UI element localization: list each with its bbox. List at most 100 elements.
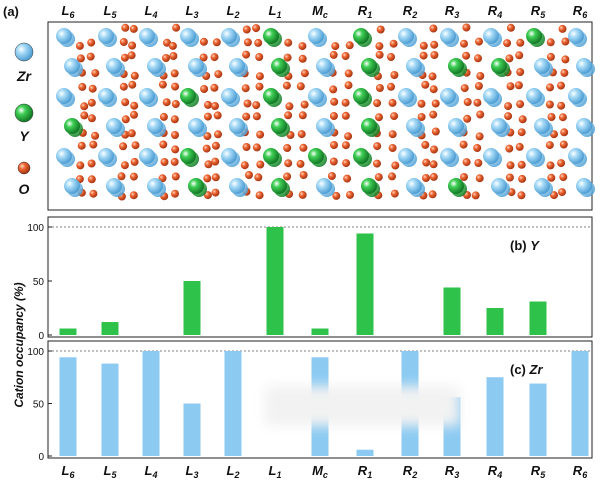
oxygen-atom bbox=[558, 113, 567, 122]
oxygen-atom bbox=[211, 173, 220, 182]
oxygen-atom bbox=[214, 70, 223, 79]
oxygen-atom bbox=[203, 132, 212, 141]
oxygen-atom bbox=[87, 159, 96, 168]
oxygen-atom bbox=[298, 190, 307, 199]
y-tick-label: 50 bbox=[33, 400, 45, 411]
oxygen-atom bbox=[476, 110, 485, 119]
oxygen-atom bbox=[252, 24, 261, 33]
oxygen-atom bbox=[419, 51, 428, 60]
zirconium-atom bbox=[229, 118, 245, 134]
oxygen-atom bbox=[517, 160, 526, 169]
zirconium-atom bbox=[491, 178, 507, 194]
oxygen-atom bbox=[429, 24, 438, 33]
oxygen-atom bbox=[120, 161, 129, 170]
oxygen-atom bbox=[87, 175, 96, 184]
yttrium-atom bbox=[263, 28, 279, 44]
oxygen-atom bbox=[388, 98, 397, 107]
oxygen-atom bbox=[391, 161, 400, 170]
oxygen-atom bbox=[558, 24, 567, 33]
oxygen-atom bbox=[121, 115, 130, 124]
panel-c-frame bbox=[47, 340, 593, 459]
zirconium-atom bbox=[106, 178, 122, 194]
oxygen-atom bbox=[559, 140, 568, 149]
oxygen-atom bbox=[129, 24, 138, 33]
panel-c-label: (c) Zr bbox=[510, 362, 543, 377]
yttrium-atom bbox=[271, 118, 287, 134]
oxygen-atom bbox=[129, 191, 138, 200]
oxygen-atom bbox=[422, 158, 431, 167]
top-layer-label-2: L4 bbox=[145, 3, 158, 20]
zirconium-atom bbox=[221, 28, 237, 44]
oxygen-atom bbox=[430, 40, 439, 49]
bottom-layer-label-12: R6 bbox=[573, 463, 588, 480]
oxygen-atom bbox=[462, 51, 471, 60]
oxygen-atom bbox=[170, 157, 179, 166]
zirconium-atom bbox=[56, 28, 72, 44]
zirconium-atom bbox=[188, 58, 204, 74]
oxygen-atom bbox=[80, 111, 89, 120]
oxygen-atom bbox=[254, 173, 263, 182]
oxygen-atom bbox=[546, 38, 555, 47]
oxygen-atom bbox=[159, 112, 168, 121]
oxygen-atom bbox=[130, 157, 139, 166]
oxygen-atom bbox=[561, 55, 570, 64]
top-layer-label-7: R1 bbox=[358, 3, 372, 20]
bottom-layer-label-9: R3 bbox=[445, 463, 459, 480]
oxygen-atom bbox=[373, 142, 382, 151]
oxygen-atom bbox=[199, 53, 208, 62]
zirconium-atom bbox=[147, 118, 163, 134]
oxygen-atom bbox=[121, 23, 130, 32]
oxygen-atom bbox=[474, 159, 483, 167]
oxygen-atom bbox=[284, 111, 293, 120]
oxygen-atom bbox=[256, 130, 265, 139]
oxygen-atom bbox=[240, 161, 249, 170]
bar-y-r5 bbox=[529, 301, 547, 335]
oxygen-atom bbox=[463, 114, 472, 123]
oxygen-atom bbox=[171, 100, 180, 108]
zirconium-atom bbox=[526, 88, 542, 104]
oxygen-atom bbox=[214, 130, 222, 139]
top-layer-label-9: R3 bbox=[445, 3, 459, 20]
oxygen-atom bbox=[344, 132, 353, 141]
yttrium-atom bbox=[64, 118, 80, 134]
oxygen-atom bbox=[417, 99, 426, 108]
oxygen-atom bbox=[514, 81, 523, 90]
oxygen-atom bbox=[75, 41, 84, 50]
oxygen-atom bbox=[390, 71, 399, 79]
oxygen-atom bbox=[345, 41, 354, 50]
oxygen-atom bbox=[344, 69, 353, 78]
oxygen-atom bbox=[421, 140, 430, 149]
oxygen-atom bbox=[213, 111, 222, 120]
oxygen-atom bbox=[86, 52, 95, 61]
oxygen-atom bbox=[375, 84, 384, 92]
zirconium-atom bbox=[440, 28, 456, 44]
oxygen-atom bbox=[89, 140, 98, 149]
bar-zr-l4 bbox=[142, 351, 160, 456]
zirconium-atom bbox=[568, 28, 584, 44]
yttrium-atom bbox=[188, 178, 204, 194]
oxygen-atom bbox=[242, 50, 251, 59]
oxygen-atom bbox=[121, 98, 130, 107]
oxygen-atom bbox=[212, 38, 221, 47]
oxygen-atom bbox=[255, 72, 264, 81]
oxygen-atom bbox=[518, 174, 527, 183]
bottom-layer-label-7: R1 bbox=[358, 463, 372, 480]
atom-legend: Zr Y O bbox=[14, 42, 34, 197]
oxygen-atom bbox=[300, 100, 309, 109]
zirconium-atom bbox=[229, 58, 245, 74]
crystal-structure bbox=[56, 23, 595, 201]
oxygen-atom bbox=[515, 51, 524, 60]
oxygen-atom bbox=[460, 173, 468, 181]
oxygen-atom bbox=[243, 99, 252, 108]
oxygen-atom bbox=[171, 189, 179, 198]
zirconium-atom bbox=[64, 58, 80, 74]
oxygen-atom bbox=[299, 171, 308, 179]
zirconium-atom bbox=[483, 28, 499, 44]
zirconium-atom bbox=[64, 178, 80, 194]
top-layer-label-12: R6 bbox=[573, 3, 588, 20]
oxygen-atom bbox=[329, 85, 338, 94]
oxygen-atom bbox=[388, 172, 396, 181]
oxygen-atom bbox=[431, 99, 440, 108]
oxygen-atom bbox=[341, 98, 350, 107]
oxygen-atom bbox=[128, 80, 137, 89]
